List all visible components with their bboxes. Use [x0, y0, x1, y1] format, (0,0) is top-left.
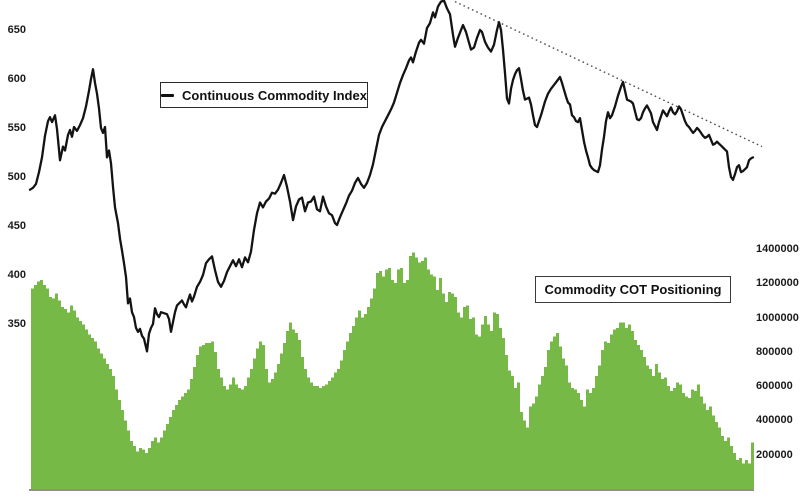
- right-axis-tick-label: 1200000: [756, 277, 799, 290]
- left-axis-tick-label: 350: [7, 318, 26, 330]
- left-axis-tick-label: 500: [7, 171, 26, 183]
- cot-legend-label: Commodity COT Positioning: [544, 282, 722, 297]
- right-axis-tick-label: 400000: [756, 414, 793, 427]
- left-axis-tick-label: 550: [7, 122, 26, 134]
- right-axis-tick-label: 1000000: [756, 311, 799, 324]
- right-axis-tick-label: 1400000: [756, 242, 799, 255]
- right-axis-tick-label: 200000: [756, 448, 793, 461]
- cci-line: [28, 0, 755, 353]
- line-swatch-icon: [161, 93, 175, 97]
- trend-line: [454, 0, 763, 148]
- left-axis-tick-label: 650: [7, 24, 26, 36]
- right-axis-tick-label: 600000: [756, 380, 793, 393]
- right-axis-tick-label: 800000: [756, 345, 793, 358]
- left-axis-tick-label: 450: [7, 220, 26, 232]
- cci-legend-label: Continuous Commodity Index: [182, 87, 367, 103]
- cot-bars: [31, 252, 754, 490]
- left-axis-tick-label: 600: [7, 73, 26, 85]
- cot-legend: Commodity COT Positioning: [535, 276, 731, 303]
- cci-legend: Continuous Commodity Index: [160, 82, 368, 108]
- left-axis-tick-label: 400: [7, 269, 26, 281]
